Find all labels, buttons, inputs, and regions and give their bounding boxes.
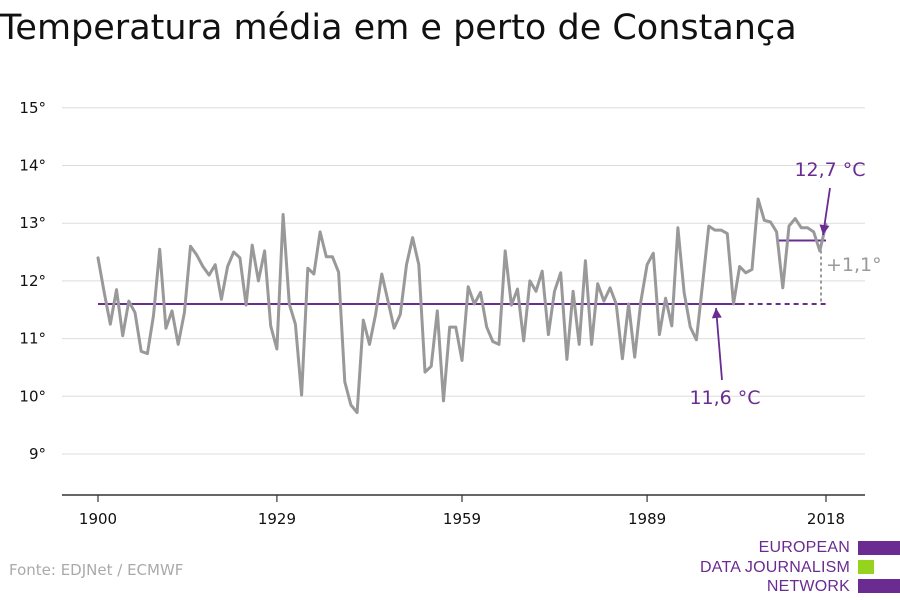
x-tick-label-1989: 1989: [628, 510, 666, 528]
chart-title: Temperatura média em e perto de Constanç…: [0, 8, 797, 48]
recent-average-arrowhead: [819, 224, 830, 235]
difference-label: +1,1°: [826, 254, 882, 276]
logo-line-2: DATA JOURNALISM: [700, 558, 850, 576]
baseline-label: 11,6 °C: [689, 387, 760, 409]
x-tick-label-1929: 1929: [258, 510, 296, 528]
temperature-series-line: [96, 197, 828, 414]
source-note: Fonte: EDJNet / ECMWF: [9, 561, 184, 579]
annotations: 12,7 °C +1,1° 11,6 °C: [689, 159, 881, 409]
logo-line-1: EUROPEAN: [758, 539, 850, 556]
y-tick-label-13: 13°: [19, 214, 46, 232]
y-tick-label-10: 10°: [19, 387, 46, 405]
y-tick-label-12: 12°: [19, 272, 46, 290]
y-tick-label-9: 9°: [29, 445, 46, 463]
x-tick-label-2018: 2018: [807, 510, 845, 528]
x-axis-ticks: 1900 1929 1959 1989 2018: [79, 495, 845, 528]
edjnet-logo: EUROPEAN DATA JOURNALISM NETWORK: [700, 538, 900, 596]
logo-bar-bottom: [858, 579, 900, 593]
logo-bar-middle: [858, 560, 874, 574]
x-tick-label-1900: 1900: [79, 510, 117, 528]
y-tick-label-15: 15°: [19, 99, 46, 117]
logo-text: EUROPEAN DATA JOURNALISM NETWORK: [700, 538, 850, 597]
recent-average-label: 12,7 °C: [794, 159, 865, 181]
logo-bar-top: [858, 541, 900, 555]
baseline-arrowhead: [711, 308, 722, 319]
y-tick-label-11: 11°: [19, 330, 46, 348]
baseline-arrow: [715, 307, 723, 381]
x-tick-label-1959: 1959: [443, 510, 481, 528]
logo-line-3: NETWORK: [766, 578, 850, 595]
y-tick-label-14: 14°: [19, 157, 46, 175]
y-axis-tick-labels: 9° 10° 11° 12° 13° 14° 15°: [19, 99, 46, 463]
